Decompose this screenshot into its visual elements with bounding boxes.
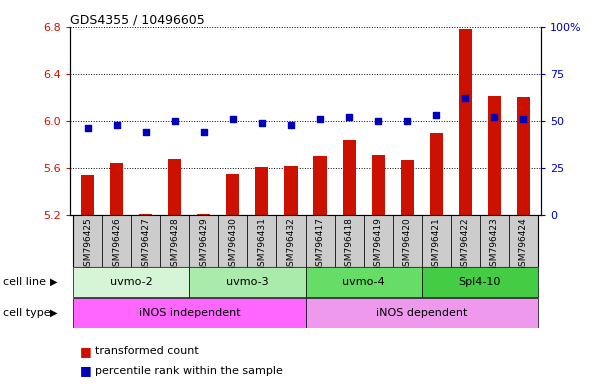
Text: GSM796423: GSM796423 <box>490 217 499 272</box>
Point <box>141 129 151 135</box>
Point <box>286 122 296 128</box>
Bar <box>81 175 94 215</box>
Text: GSM796431: GSM796431 <box>257 217 266 272</box>
Bar <box>393 215 422 267</box>
Text: GSM796421: GSM796421 <box>432 217 441 272</box>
Point <box>489 114 499 120</box>
Bar <box>102 215 131 267</box>
Bar <box>197 214 210 215</box>
Text: uvmo-3: uvmo-3 <box>226 277 269 287</box>
Text: GDS4355 / 10496605: GDS4355 / 10496605 <box>70 13 205 26</box>
Bar <box>422 268 538 297</box>
Bar <box>430 133 443 215</box>
Text: GSM796427: GSM796427 <box>141 217 150 272</box>
Bar <box>110 163 123 215</box>
Text: iNOS dependent: iNOS dependent <box>376 308 467 318</box>
Bar <box>73 215 102 267</box>
Bar <box>401 160 414 215</box>
Point <box>373 118 383 124</box>
Bar <box>139 214 152 215</box>
Point <box>83 126 93 132</box>
Bar <box>276 215 306 267</box>
Text: GSM796417: GSM796417 <box>315 217 324 272</box>
Point <box>315 116 325 122</box>
Point <box>402 118 412 124</box>
Bar <box>247 215 276 267</box>
Bar <box>371 155 385 215</box>
Bar <box>306 215 335 267</box>
Point <box>112 122 122 128</box>
Text: GSM796429: GSM796429 <box>199 217 208 272</box>
Bar <box>73 298 306 328</box>
Bar <box>160 215 189 267</box>
Text: transformed count: transformed count <box>95 346 199 356</box>
Bar <box>488 96 501 215</box>
Point <box>344 114 354 120</box>
Bar <box>131 215 160 267</box>
Text: uvmo-2: uvmo-2 <box>110 277 153 287</box>
Text: cell line: cell line <box>3 277 46 287</box>
Text: ■: ■ <box>79 345 91 358</box>
Text: cell type: cell type <box>3 308 51 318</box>
Text: GSM796425: GSM796425 <box>83 217 92 272</box>
Text: GSM796430: GSM796430 <box>229 217 238 272</box>
Text: GSM796418: GSM796418 <box>345 217 354 272</box>
Bar <box>73 268 189 297</box>
Text: ■: ■ <box>79 364 91 377</box>
Bar <box>168 159 181 215</box>
Bar <box>364 215 393 267</box>
Point <box>257 120 267 126</box>
Point <box>460 95 470 101</box>
Bar <box>285 166 298 215</box>
Text: iNOS independent: iNOS independent <box>139 308 240 318</box>
Bar <box>218 215 247 267</box>
Bar <box>459 29 472 215</box>
Bar <box>189 268 306 297</box>
Text: GSM796419: GSM796419 <box>373 217 382 272</box>
Bar <box>335 215 364 267</box>
Point <box>518 116 528 122</box>
Bar <box>255 167 268 215</box>
Bar <box>517 98 530 215</box>
Point <box>431 112 441 118</box>
Bar <box>226 174 240 215</box>
Point <box>170 118 180 124</box>
Point <box>228 116 238 122</box>
Bar <box>422 215 451 267</box>
Bar <box>451 215 480 267</box>
Bar <box>509 215 538 267</box>
Point <box>199 129 209 135</box>
Text: GSM796426: GSM796426 <box>112 217 121 272</box>
Text: Spl4-10: Spl4-10 <box>459 277 501 287</box>
Text: percentile rank within the sample: percentile rank within the sample <box>95 366 282 376</box>
Text: uvmo-4: uvmo-4 <box>342 277 385 287</box>
Bar <box>306 268 422 297</box>
Text: ▶: ▶ <box>50 308 57 318</box>
Text: GSM796424: GSM796424 <box>519 217 528 272</box>
Bar <box>313 156 326 215</box>
Text: GSM796422: GSM796422 <box>461 217 470 272</box>
Text: GSM796420: GSM796420 <box>403 217 412 272</box>
Bar <box>306 298 538 328</box>
Bar <box>343 140 356 215</box>
Text: ▶: ▶ <box>50 277 57 287</box>
Text: GSM796428: GSM796428 <box>170 217 179 272</box>
Bar <box>480 215 509 267</box>
Text: GSM796432: GSM796432 <box>287 217 296 272</box>
Bar <box>189 215 218 267</box>
